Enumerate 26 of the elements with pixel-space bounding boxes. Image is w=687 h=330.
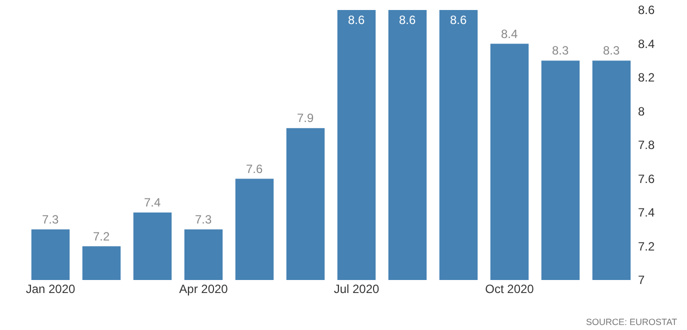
y-tick-label: 8.4 [638,36,656,51]
y-tick-label: 7 [638,273,645,288]
data-label: 7.4 [144,196,162,210]
data-label: 8.4 [501,26,518,41]
data-label: 7.3 [195,212,212,226]
data-label: 7.2 [93,229,110,244]
y-tick-label: 8.2 [638,70,656,85]
x-tick-label: Apr 2020 [179,282,228,296]
x-tick-label: Jul 2020 [334,282,380,296]
data-label: 8.6 [348,13,366,27]
y-tick-label: 8.6 [638,3,656,18]
data-label: 8.3 [603,44,620,58]
data-label: 7.9 [297,111,314,126]
data-label: 8.6 [450,13,468,27]
data-label: 8.6 [399,13,416,27]
y-tick-label: 7.2 [638,239,656,254]
y-tick-label: 7.4 [638,206,656,220]
x-tick-label: Jan 2020 [26,282,76,296]
data-label: 7.6 [246,162,264,176]
y-tick-label: 7.6 [638,172,656,186]
source-note: SOURCE: EUROSTAT [586,317,678,327]
y-tick-label: 8 [638,104,645,118]
y-tick-label: 7.8 [638,138,656,152]
x-tick-label: Oct 2020 [485,282,534,296]
data-label: 7.3 [42,212,60,226]
data-label: 8.3 [552,44,570,58]
